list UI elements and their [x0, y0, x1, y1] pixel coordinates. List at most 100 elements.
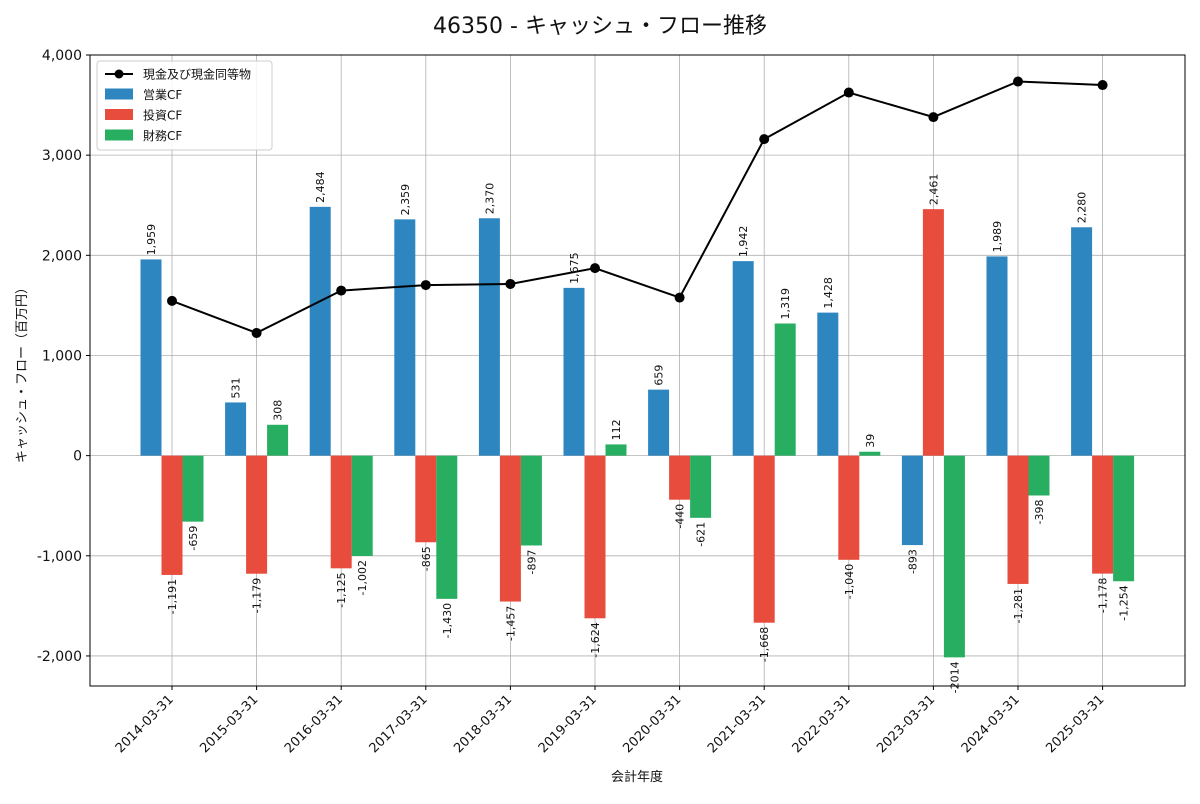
bar-data-label: -1,430 — [441, 603, 454, 638]
bar-data-label: -659 — [187, 526, 200, 551]
bar — [182, 455, 204, 522]
bar-data-label: 1,989 — [991, 221, 1004, 253]
line-point — [674, 292, 685, 303]
bar-data-label: -1,191 — [166, 579, 179, 614]
x-tick-label: 2022-03-31 — [790, 692, 854, 756]
bar — [986, 256, 1008, 456]
bar — [732, 261, 754, 456]
bar-data-label: 2,461 — [927, 174, 940, 206]
bar-data-label: -1,457 — [504, 606, 517, 641]
bar-data-label: -893 — [906, 549, 919, 574]
bar — [859, 451, 881, 456]
y-tick-label: 2,000 — [42, 248, 82, 264]
cash-line — [171, 80, 1103, 335]
bar-data-label: -897 — [525, 549, 538, 574]
legend-swatch — [105, 109, 133, 120]
line-point — [420, 280, 431, 291]
bar-data-label: -865 — [420, 546, 433, 571]
bar — [648, 389, 670, 456]
bar — [1071, 227, 1093, 456]
axes: -2,000 -1,000 0 1,000 2,000 3,000 4,000 2014-03… — [37, 48, 1186, 756]
y-tick-label: 1,000 — [42, 348, 82, 364]
x-tick-label: 2014-03-31 — [113, 692, 177, 756]
bar — [415, 455, 437, 543]
bar — [309, 206, 331, 456]
bar — [922, 209, 944, 456]
bar — [351, 455, 373, 556]
legend-swatch — [105, 129, 133, 141]
bar-data-label: -621 — [695, 522, 708, 547]
bar-data-label: -1,002 — [356, 560, 369, 595]
bar — [605, 444, 627, 456]
bar — [267, 424, 289, 456]
y-axis-label: キャッシュ・フロー（百万円） — [15, 281, 30, 463]
bar-data-label: -1,178 — [1097, 578, 1110, 613]
bar-data-label: 659 — [653, 365, 666, 386]
x-tick-label: 2017-03-31 — [367, 692, 431, 756]
bar-series — [140, 206, 1135, 658]
bar — [690, 455, 712, 518]
bar-data-label: 1,959 — [145, 224, 158, 256]
bar — [225, 402, 247, 456]
bar-data-label: 1,675 — [568, 252, 581, 284]
x-tick-label: 2020-03-31 — [620, 692, 684, 756]
line-point — [336, 285, 347, 296]
bar-data-label: 112 — [610, 419, 623, 440]
plot-frame — [89, 54, 1186, 687]
bar-data-label: 2,370 — [483, 183, 496, 215]
legend-marker — [114, 69, 124, 79]
bar — [1113, 455, 1135, 582]
bar — [669, 455, 691, 500]
bar — [1092, 455, 1114, 574]
bar-data-label: -1,040 — [843, 564, 856, 599]
x-tick-label: 2018-03-31 — [451, 692, 515, 756]
x-tick-label: 2016-03-31 — [282, 692, 346, 756]
bar-data-label: 39 — [864, 434, 877, 448]
x-tick-label: 2021-03-31 — [705, 692, 769, 756]
chart-title: 46350 - キャッシュ・フロー推移 — [433, 14, 767, 39]
legend-entry-label: 投資CF — [143, 108, 182, 123]
bar — [478, 218, 500, 456]
y-tick-label: -2,000 — [37, 649, 82, 665]
bar-data-label: 1,942 — [737, 226, 750, 258]
legend-entry-label: 現金及び現金同等物 — [143, 67, 251, 82]
grid-lines — [90, 54, 1185, 686]
bar — [499, 455, 521, 602]
bar — [1028, 455, 1050, 496]
bar-data-label: 2,359 — [399, 184, 412, 216]
line-point — [167, 295, 177, 306]
x-tick-label: 2019-03-31 — [536, 692, 600, 756]
bar — [817, 312, 839, 456]
legend-entry-label: 営業CF — [143, 88, 182, 102]
x-tick-label: 2025-03-31 — [1043, 692, 1107, 756]
bar-data-label: -440 — [674, 504, 687, 529]
y-tick-label: 3,000 — [42, 148, 82, 164]
x-tick-label: 2023-03-31 — [874, 692, 938, 756]
bar-data-label: -398 — [1033, 499, 1046, 524]
bar — [943, 455, 965, 658]
line-point — [928, 112, 939, 123]
bar-data-label: -1,668 — [758, 627, 771, 662]
bar — [774, 323, 796, 456]
legend-swatch — [105, 88, 133, 100]
line-point — [251, 327, 262, 338]
y-tick-label: -1,000 — [37, 549, 82, 565]
bar-data-label: -1,281 — [1012, 588, 1025, 623]
bar-data-label: 2,280 — [1076, 192, 1089, 224]
bar-data-label: -1,254 — [1118, 585, 1131, 620]
bar — [753, 455, 775, 623]
bar-data-label: 1,319 — [779, 288, 792, 320]
bar — [520, 455, 542, 546]
data-labels: 1,959 531 2,484 2,359 2,370 1,675 659 1,942 1,42… — [145, 171, 1131, 693]
bar-data-label: -1,624 — [589, 622, 602, 657]
bar-data-label: -1,125 — [335, 572, 348, 607]
line-point — [759, 134, 770, 145]
bar-data-label: -1,179 — [251, 578, 264, 613]
line-point — [1013, 76, 1023, 87]
bar — [246, 455, 268, 574]
line-point — [590, 263, 600, 274]
bar — [436, 455, 458, 599]
